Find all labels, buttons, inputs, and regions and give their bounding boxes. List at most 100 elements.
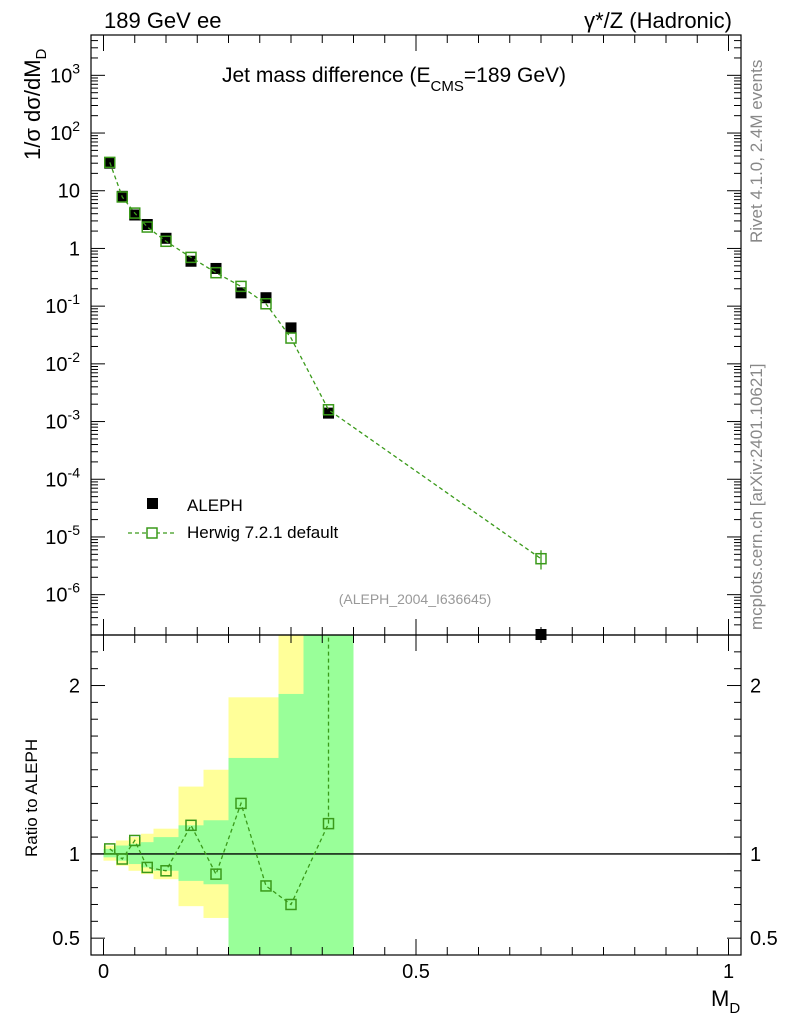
x-axis-label: MD [711, 986, 740, 1017]
y-axis-label-main: 1/σ dσ/dM [20, 59, 45, 160]
x-tick-label: 0 [98, 961, 109, 983]
plot-title: Jet mass difference (ECMS=189 GeV) [222, 64, 566, 95]
legend: ALEPH Herwig 7.2.1 default [128, 496, 338, 542]
aleph-point [323, 407, 334, 419]
y-tick-label: 1 [69, 238, 80, 260]
header-right-label: γ*/Z (Hadronic) [584, 8, 732, 33]
y-tick-label: 10-1 [45, 291, 80, 318]
ratio-panel: 0 0.5 1 0.5 0.5 1 1 2 2 [52, 634, 778, 983]
y-tick-label-exponent: -6 [68, 580, 81, 596]
plot-title-main: Jet mass difference (E [222, 64, 431, 87]
header-left-label: 189 GeV ee [104, 8, 221, 33]
y-tick-label-base: 10 [45, 469, 67, 491]
aleph-point [285, 322, 297, 334]
legend-aleph-label: ALEPH [187, 496, 243, 515]
ratio-band-green [278, 693, 304, 955]
herwig-point [104, 156, 116, 169]
y-tick-label: 10-2 [45, 349, 80, 376]
y-tick-label: 102 [50, 118, 80, 145]
aleph-point [160, 232, 172, 244]
ratio-y-tick-label: 0.5 [52, 928, 80, 950]
y-tick-label-base: 10 [45, 354, 67, 376]
legend-aleph-marker [147, 498, 158, 509]
legend-herwig-label: Herwig 7.2.1 default [187, 523, 338, 542]
ratio-mc-marker [185, 819, 197, 832]
ratio-y-tick-label-right: 1 [750, 844, 761, 866]
ratio-uncertainty-bands [103, 635, 354, 955]
aleph-point [185, 255, 197, 267]
y-tick-label: 10-4 [45, 464, 80, 491]
y-tick-label-base: 10 [45, 585, 67, 607]
y-tick-label-exponent: -5 [68, 522, 81, 538]
y-tick-label-exponent: -4 [68, 464, 81, 480]
mcplots-label: mcplots.cern.ch [arXiv:2401.10621] [747, 364, 766, 630]
ratio-mc-marker [141, 861, 153, 874]
y-tick-label: 10 [58, 181, 80, 203]
x-axis-label-main: M [711, 986, 729, 1011]
x-tick-label: 1 [723, 961, 734, 983]
y-tick-label-base: 10 [50, 123, 72, 145]
ratio-mc-marker [104, 843, 116, 855]
herwig-point [235, 280, 247, 293]
analysis-id-label: (ALEPH_2004_I636645) [339, 591, 492, 607]
plot-title-sub: CMS [431, 78, 464, 95]
x-tick-label: 0.5 [402, 961, 430, 983]
ratio-mc-marker [160, 865, 172, 877]
y-tick-label-base: 10 [45, 296, 67, 318]
ratio-y-tick-label: 2 [69, 676, 80, 698]
aleph-point [210, 262, 222, 274]
ratio-mc-marker [235, 797, 247, 810]
ratio-mc-marker [116, 853, 128, 865]
aleph-point [129, 209, 141, 221]
ratio-plot-frame [90, 634, 742, 956]
herwig-point [285, 332, 297, 344]
plot-title-tail: =189 GeV) [464, 64, 566, 87]
y-axis-label: 1/σ dσ/dMD [20, 48, 50, 160]
ratio-band-green [141, 842, 154, 868]
y-tick-label-exponent: 2 [72, 118, 80, 134]
y-tick-label-base: 10 [45, 412, 67, 434]
herwig-point [322, 404, 335, 416]
ratio-mc-marker [260, 880, 272, 892]
y-tick-label: 103 [50, 60, 80, 87]
legend-herwig-marker [146, 527, 158, 539]
aleph-point [260, 292, 272, 304]
y-tick-label-exponent: -3 [68, 407, 81, 423]
rivet-version-label: Rivet 4.1.0, 2.4M events [747, 60, 766, 243]
y-tick-label: 10-6 [45, 580, 80, 607]
herwig-point [260, 298, 272, 310]
ratio-mc-line [109, 801, 330, 906]
ratio-y-tick-label-right: 2 [750, 676, 761, 698]
y-tick-label-exponent: -1 [68, 291, 81, 307]
y-tick-label-base: 10 [58, 181, 80, 203]
herwig-point [129, 207, 141, 219]
ratio-y-tick-label: 1 [69, 844, 80, 866]
y-tick-label-base: 10 [45, 527, 67, 549]
aleph-point [141, 218, 153, 230]
ratio-mc-marker [322, 817, 335, 830]
y-tick-label-base: 10 [50, 65, 72, 87]
aleph-point [235, 287, 247, 299]
x-axis-label-sub: D [729, 1000, 740, 1017]
y-tick-label-base: 1 [69, 238, 80, 260]
y-tick-label-exponent: 3 [72, 60, 80, 76]
ratio-mc-marker [285, 898, 297, 911]
ratio-mc-marker [210, 868, 222, 880]
herwig-point [116, 191, 128, 203]
ratio-y-axis-label: Ratio to ALEPH [22, 739, 41, 857]
ratio-y-tick-label-right: 0.5 [750, 928, 778, 950]
herwig-point [185, 251, 197, 264]
y-tick-label: 10-3 [45, 407, 80, 434]
herwig-point [141, 221, 153, 233]
herwig-line [109, 162, 542, 560]
main-plot-frame [90, 34, 742, 636]
y-tick-label: 10-5 [45, 522, 80, 549]
y-axis-label-sub: D [33, 48, 50, 59]
herwig-point [160, 235, 172, 248]
ratio-mc-marker [129, 834, 141, 847]
ratio-band-green [203, 820, 229, 885]
herwig-point [535, 552, 547, 565]
ratio-band-green [178, 825, 204, 881]
